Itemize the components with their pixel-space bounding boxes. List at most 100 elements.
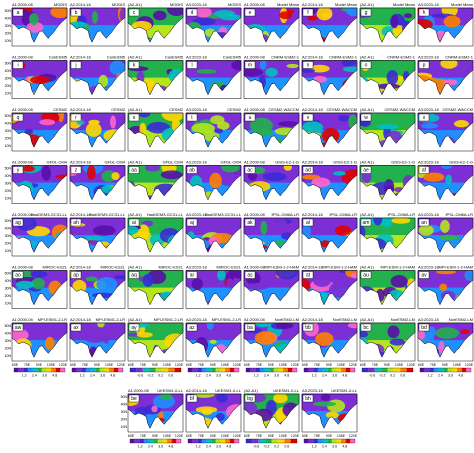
colorbar-tick: 1.2	[254, 373, 259, 377]
field-patch	[441, 8, 458, 18]
panel-label: bc	[363, 325, 369, 331]
panel-period: (A2-A1)	[128, 212, 142, 217]
field-patch	[45, 336, 55, 351]
colorbar-segment	[278, 368, 284, 372]
field-patch	[464, 270, 473, 281]
field-patch	[139, 122, 147, 135]
panel-label: x	[423, 115, 426, 121]
colorbar-segment	[220, 439, 226, 443]
panel-label-box	[302, 218, 314, 227]
colorbar-tick: 1.2	[312, 373, 317, 377]
field-patch	[209, 339, 217, 344]
colorbar-tick: 4.8	[52, 373, 57, 377]
colorbar-tick: 2.4	[322, 444, 327, 448]
lon-label: 105E	[105, 363, 114, 367]
lat-label: 10N	[5, 249, 12, 253]
panel-period: (A2-A1)	[128, 317, 142, 322]
panel-label-box	[12, 323, 24, 332]
panel-period: A3:2023-18	[186, 160, 207, 165]
panel-source: CESM2-WACCM	[268, 107, 299, 112]
colorbar-segment	[424, 368, 430, 372]
field-patch	[275, 218, 287, 231]
colorbar-segment	[220, 368, 226, 372]
coastline	[301, 217, 358, 253]
lon-label: 120E	[117, 363, 126, 367]
lon-label: 90E	[268, 363, 275, 367]
lon-label: 60E	[360, 363, 367, 367]
lon-label: 120E	[291, 363, 300, 367]
colorbar-segment	[197, 439, 202, 443]
panel-source: Model Mean	[451, 2, 473, 7]
coastline	[417, 165, 474, 201]
colorbar-segment	[130, 368, 137, 372]
coastline	[243, 60, 300, 96]
panel-source: Model Mean	[393, 2, 415, 7]
lon-label: 75E	[430, 363, 437, 367]
colorbar-segment	[18, 368, 24, 372]
field-patch	[109, 60, 125, 75]
colorbar-tick: 3.6	[332, 444, 337, 448]
field-patch	[128, 225, 139, 236]
coastline	[127, 393, 184, 429]
panel-period: (A2-A1)	[128, 107, 142, 112]
panel-period: A2:2014-18	[302, 2, 323, 7]
panel-label-box	[128, 218, 140, 227]
lon-label: 75E	[82, 363, 89, 367]
lon-label: 60E	[186, 434, 193, 438]
coastline	[243, 7, 300, 43]
panel-label-box	[128, 271, 140, 279]
colorbar-segment	[41, 368, 47, 372]
panel-source: MPI-ESM-1-2-HAM	[265, 265, 299, 270]
colorbar-segment	[176, 439, 181, 443]
panel-label: f	[307, 10, 309, 16]
panel-source: IPSL-CM6A-LR	[387, 212, 415, 217]
panel-label: e	[249, 10, 252, 16]
panel-period: A2:2014-18	[70, 160, 91, 165]
coastline	[127, 165, 184, 201]
field-patch	[302, 68, 316, 73]
field-patch	[160, 170, 183, 180]
panel-label: ay	[131, 325, 137, 331]
colorbar-segment	[76, 368, 82, 372]
panel-source: CNRM-ESM2-1	[445, 55, 474, 60]
panel-label: u	[249, 115, 252, 121]
colorbar-segment	[345, 368, 351, 372]
colorbar-segment	[225, 368, 230, 372]
colorbar-segment	[130, 439, 135, 443]
coastline	[69, 112, 126, 148]
panel-period: A2:2014-18	[70, 55, 91, 60]
field-patch	[12, 328, 29, 342]
panel-period: A3:2023-18	[418, 2, 439, 7]
field-patch	[24, 128, 34, 135]
colorbar-segment	[113, 368, 119, 372]
panel-source: CESM2	[169, 107, 184, 112]
panel-label: aa	[131, 168, 137, 174]
colorbar-tick: 2.4	[438, 373, 443, 377]
field-patch	[350, 272, 357, 279]
panel-label-box	[244, 166, 256, 174]
coastline	[417, 217, 474, 253]
panel-label: r	[75, 115, 77, 121]
colorbar-tick: 3.6	[448, 373, 453, 377]
coastline	[185, 217, 242, 253]
colorbar-segment	[234, 439, 239, 443]
panel-source: CESM2-WACCM	[326, 107, 357, 112]
colorbar-segment	[167, 439, 172, 443]
colorbar-tick: 0.6	[168, 373, 173, 377]
lat-label: 40N	[5, 226, 12, 230]
panel-period: A2:2014-18	[70, 107, 91, 112]
lon-label: 60E	[302, 434, 309, 438]
field-patch	[41, 165, 52, 181]
panel-source: CanESM5	[49, 55, 68, 60]
panel-label-box	[360, 61, 372, 69]
panel-label: ae	[363, 168, 369, 174]
colorbar-tick: 4.8	[168, 444, 173, 448]
panel-label-box	[418, 271, 430, 279]
field-patch	[418, 18, 433, 30]
colorbar-tick: 1.2	[22, 373, 27, 377]
colorbar-segment	[273, 368, 279, 372]
colorbar-tick: 4.8	[458, 373, 463, 377]
panel-label-box	[302, 323, 314, 332]
colorbar-tick: 2.4	[264, 373, 269, 377]
panel-label-box	[302, 166, 314, 174]
